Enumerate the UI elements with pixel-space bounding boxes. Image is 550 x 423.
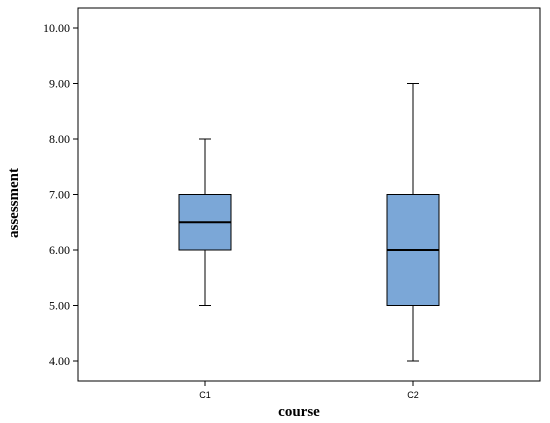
- y-tick-label: 9.00: [49, 77, 70, 91]
- y-axis-title: assessment: [6, 168, 22, 238]
- y-tick-label: 8.00: [49, 132, 70, 146]
- boxes-layer: [178, 83, 440, 362]
- y-tick-label: 5.00: [49, 299, 70, 313]
- box-c1: [178, 138, 232, 306]
- y-tick-label: 10.00: [43, 21, 70, 35]
- y-tick-label: 6.00: [49, 243, 70, 257]
- y-axis: 4.00 5.00 6.00 7.00 8.00 9.00 10.00: [43, 21, 78, 368]
- x-axis-title: course: [278, 404, 320, 420]
- box-c2: [386, 83, 440, 362]
- x-tick-label: C1: [199, 390, 211, 400]
- x-axis: C1 C2: [199, 381, 419, 400]
- y-tick-label: 4.00: [49, 354, 70, 368]
- plot-frame: [77, 7, 541, 382]
- y-tick-label: 7.00: [49, 188, 70, 202]
- x-tick-label: C2: [407, 390, 419, 400]
